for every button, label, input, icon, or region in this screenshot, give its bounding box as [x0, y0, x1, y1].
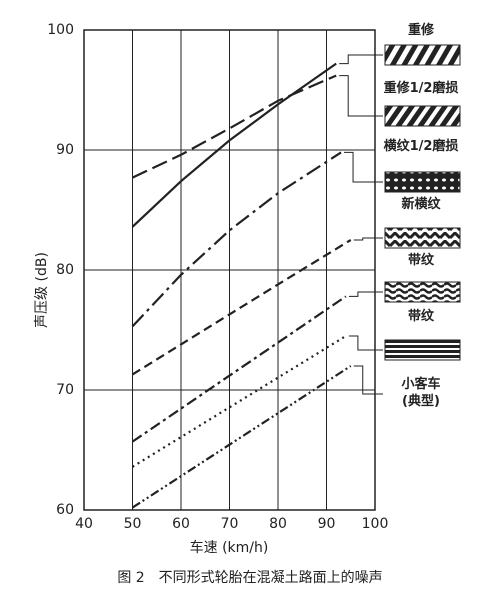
series-line: [131, 335, 347, 468]
legend-label: 带纹: [407, 309, 434, 324]
legend-swatch: [384, 105, 461, 127]
x-tick-label: 50: [124, 516, 142, 532]
legend-swatch: [384, 339, 461, 361]
series-line: [131, 151, 342, 328]
caption: 图 2 不同形式轮胎在混凝土路面上的噪声: [117, 570, 382, 586]
y-axis-title: 声压级 (dB): [34, 252, 50, 328]
legend-label: 重修: [407, 23, 434, 38]
x-tick-label: 80: [269, 516, 287, 532]
series-line: [131, 239, 352, 376]
y-tick-label: 60: [56, 502, 74, 518]
legend-label: 带纹: [407, 253, 434, 268]
leader-line: [353, 237, 383, 241]
legend-swatch: [384, 281, 461, 303]
legend-label: 新横纹: [401, 197, 441, 212]
legend-label: 横纹1/2磨损: [383, 139, 459, 154]
leader-line: [339, 54, 383, 65]
legend-label: 重修1/2磨损: [383, 81, 459, 96]
x-tick-label: 60: [172, 516, 190, 532]
series-line: [131, 295, 347, 443]
series-line: [131, 365, 352, 509]
y-tick-label: 70: [56, 382, 74, 398]
legend-swatch: [384, 227, 461, 249]
x-tick-label: 100: [362, 516, 389, 532]
x-tick-label: 90: [318, 516, 336, 532]
x-axis-title: 车速 (km/h): [190, 539, 269, 556]
leader-line: [339, 75, 383, 117]
leader-line: [344, 151, 383, 183]
x-tick-label: 40: [75, 516, 93, 532]
leader-line: [348, 335, 383, 351]
y-tick-label: 90: [56, 142, 74, 158]
series-line: [131, 62, 337, 228]
legend-swatch: [384, 44, 461, 66]
y-tick-label: 100: [47, 22, 74, 38]
leader-line: [348, 291, 383, 297]
legend-swatch: [384, 171, 461, 193]
series-line: [132, 74, 337, 179]
leader-line: [353, 365, 383, 395]
y-tick-label: 80: [56, 262, 74, 278]
x-tick-label: 70: [221, 516, 239, 532]
legend-label: 小客车 (典型): [401, 377, 441, 409]
